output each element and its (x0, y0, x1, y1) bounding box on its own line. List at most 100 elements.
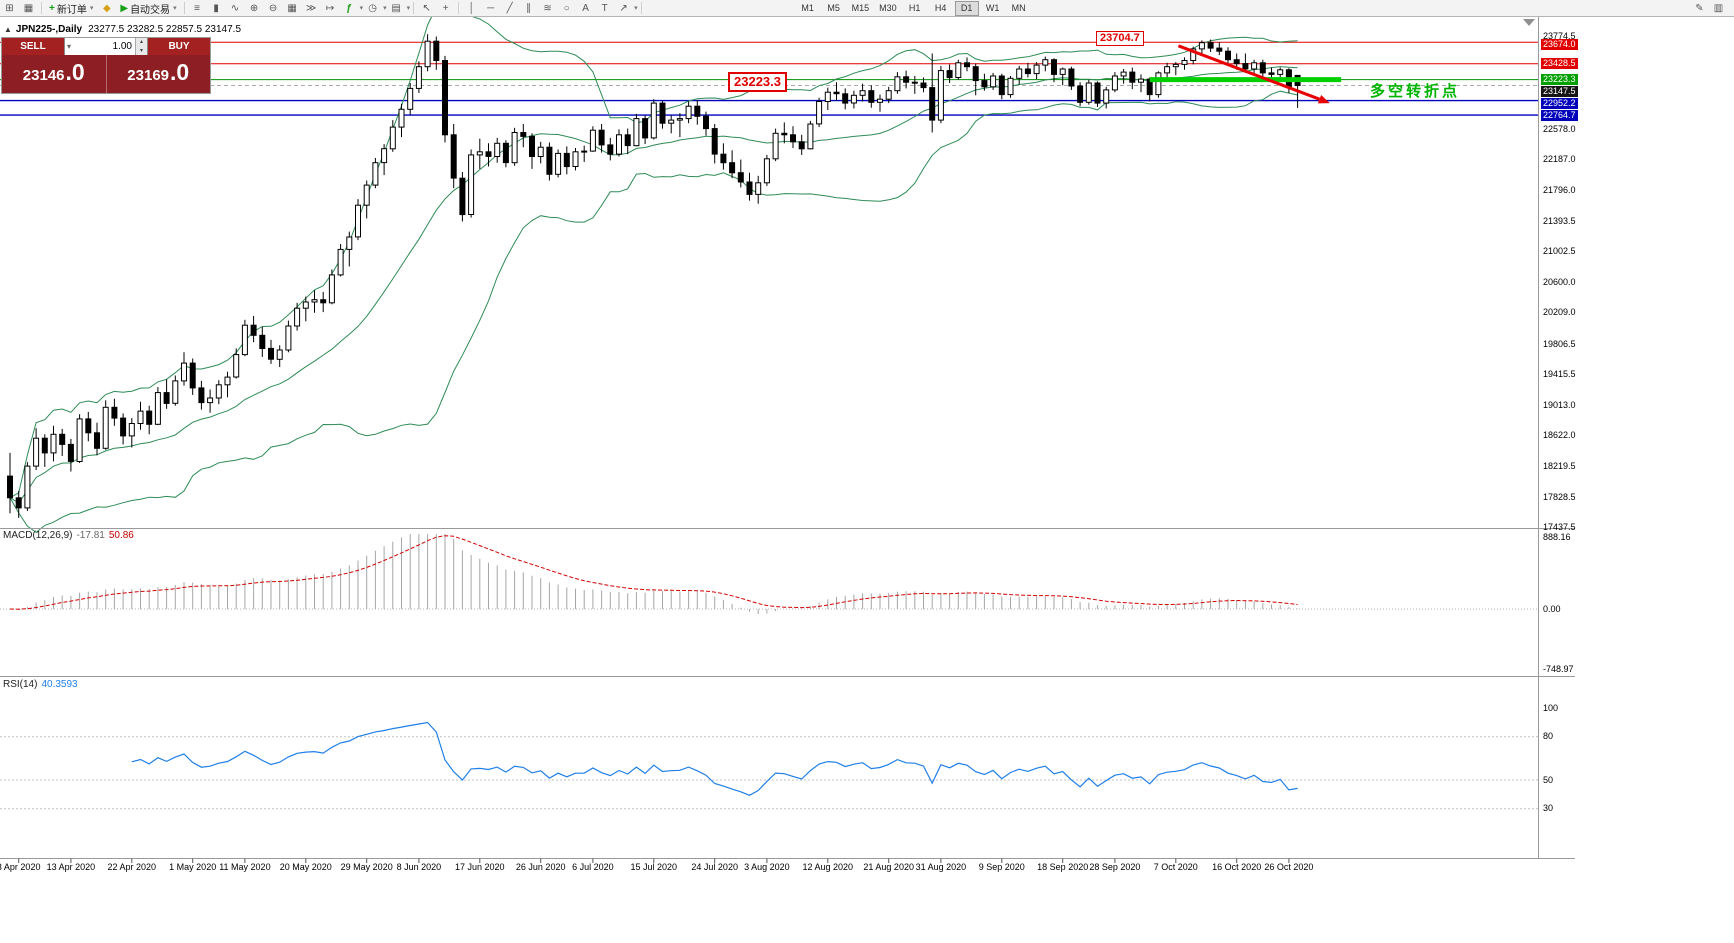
edit-toolbar-icon[interactable]: ✎ (1695, 2, 1704, 14)
script-icon[interactable]: ◆ (103, 2, 111, 14)
arrows-icon[interactable]: ↗ (619, 2, 628, 14)
price-axis[interactable]: 23774.5 23674.0 23428.5 23223.3 23147.5 22952… (1541, 0, 1578, 880)
templates-icon[interactable]: ▤ (391, 2, 401, 14)
vertical-line-icon[interactable]: │ (468, 2, 475, 14)
time-axis-label: 18 Sep 2020 (1037, 862, 1089, 872)
autotrade-button-icon: ▶ (120, 2, 129, 14)
sell-button[interactable]: SELL (2, 38, 64, 55)
tile-windows-icon[interactable]: ▦ (287, 2, 297, 14)
time-axis-label: 7 Oct 2020 (1153, 862, 1198, 872)
zoom-out-icon[interactable]: ⊖ (268, 2, 278, 14)
price-axis-label: 22187.0 (1543, 154, 1576, 165)
time-axis[interactable]: 3 Apr 2020 13 Apr 2020 22 Apr 2020 1 May 20… (0, 860, 1575, 876)
panel-separators[interactable] (0, 16, 1575, 859)
price-axis-label: 20209.0 (1543, 307, 1576, 318)
time-axis-label: 29 May 2020 (340, 862, 393, 872)
time-axis-label: 20 May 2020 (279, 862, 332, 872)
buy-button[interactable]: BUY (148, 38, 210, 55)
macd-signal-value: 50.86 (108, 530, 134, 541)
auto-scroll-icon[interactable]: ≫ (305, 2, 317, 14)
buy-price[interactable]: 23169.0 (107, 55, 211, 93)
volume-step-down-icon[interactable]: ▾ (136, 46, 147, 55)
fibonacci-icon[interactable]: ≋ (543, 2, 552, 14)
crosshair-icon[interactable]: + (442, 2, 449, 14)
price-axis-label: 18622.0 (1543, 430, 1576, 441)
new-order-button[interactable]: + 新订单 ▾ (45, 1, 97, 16)
price-axis-label: 21393.5 (1543, 215, 1576, 226)
dropdown-caret-icon[interactable]: ▾ (89, 5, 94, 12)
zoom-in-icon[interactable]: ⊕ (249, 2, 259, 14)
sell-price-frac: .0 (65, 59, 85, 85)
bars-chart-icon[interactable]: ≡ (194, 2, 200, 14)
periods-icon[interactable]: ◷ (368, 2, 377, 14)
volume-caret-icon[interactable]: ▾ (67, 42, 72, 51)
chart-shift-marker[interactable] (1523, 19, 1535, 26)
one-click-trade-panel: SELL ▾ 1.00 ▴ ▾ BUY 23146.0 23169.0 (2, 38, 210, 93)
macd-axis-label: 0.00 (1543, 603, 1561, 614)
one-click-toggle-icon[interactable]: ▲ (4, 25, 12, 34)
rsi-indicator-label: RSI(14) 40.3593 (3, 679, 78, 690)
indicators-icon[interactable]: ƒ (346, 2, 352, 14)
text-icon[interactable]: A (582, 2, 589, 14)
horizontal-line-icon[interactable]: ─ (487, 2, 495, 14)
timeframe-h1[interactable]: H1 (908, 2, 921, 13)
text-label-icon[interactable]: T (601, 2, 608, 14)
time-axis-label: 26 Jun 2020 (515, 862, 566, 872)
timeframe-h4[interactable]: H4 (934, 2, 947, 13)
volume-value[interactable]: 1.00 (112, 41, 132, 52)
time-axis-label: 9 Sep 2020 (978, 862, 1025, 872)
timeframe-m1[interactable]: M1 (801, 2, 814, 13)
new-chart-icon[interactable]: ⊞ (5, 2, 14, 14)
dropdown-caret-icon[interactable]: ▾ (406, 5, 411, 12)
time-axis-label: 31 Aug 2020 (915, 862, 967, 872)
chart-shift-icon[interactable]: ↦ (325, 2, 335, 14)
cursor-icon[interactable]: ↖ (422, 2, 431, 14)
window-menu-icon[interactable]: ▥ (1713, 2, 1724, 14)
time-axis-label: 3 Apr 2020 (0, 862, 41, 872)
dropdown-caret-icon[interactable]: ▾ (634, 5, 638, 12)
autotrade-button-label: 自动交易 (130, 4, 171, 16)
resistance-price-label[interactable]: 23704.7 (1096, 31, 1144, 46)
trendline-icon[interactable]: ╱ (506, 2, 513, 14)
candlestick-chart-icon[interactable]: ▮ (213, 2, 219, 14)
timeframe-m15[interactable]: M15 (851, 2, 870, 13)
chart-ohlc-values: 23277.5 23282.5 22857.5 23147.5 (88, 24, 242, 35)
dropdown-caret-icon[interactable]: ▾ (383, 5, 387, 12)
toolbar-right-icons: ✎ ▥ (1690, 2, 1728, 15)
time-axis-ticks (18, 858, 1290, 863)
price-axis-label: 22952.2 (1541, 98, 1578, 110)
toolbar: ⊞ ▦ + 新订单 ▾ ◆ ▶ 自动交易 ▾ ≡ ▮ ∿ ⊕ ⊖ ▦ ≫ ↦ ƒ ▾ ◷ ▾ ▤ ▾ ↖ + │ ─ ╱ ∥ ≋ ○ A T ↗ ▾… (0, 0, 1734, 17)
timeframe-w1[interactable]: W1 (985, 2, 1000, 13)
dropdown-caret-icon[interactable]: ▾ (173, 5, 177, 12)
timeframe-d1[interactable]: D1 (954, 0, 979, 16)
time-axis-label: 11 May 2020 (219, 862, 271, 872)
pivot-price-label[interactable]: 23223.3 (728, 72, 787, 92)
timeframe-m30[interactable]: M30 (879, 2, 897, 13)
volume-stepper[interactable]: ▴ ▾ (135, 38, 147, 55)
time-axis-label: 26 Oct 2020 (1264, 862, 1314, 872)
channel-icon[interactable]: ∥ (526, 2, 532, 14)
price-axis-label: 23147.5 (1541, 86, 1578, 97)
volume-input[interactable]: ▾ 1.00 ▴ ▾ (64, 38, 148, 55)
rsi-value: 40.3593 (41, 679, 78, 690)
price-axis-label: 17437.5 (1543, 521, 1576, 532)
time-axis-label: 3 Aug 2020 (744, 862, 790, 872)
macd-axis-label: 888.16 (1543, 531, 1571, 542)
price-axis-label: 19806.5 (1543, 338, 1576, 349)
profiles-icon[interactable]: ▦ (23, 2, 34, 14)
time-axis-label: 21 Aug 2020 (863, 862, 914, 872)
timeframe-mn[interactable]: MN (1011, 2, 1026, 13)
time-axis-label: 17 Jun 2020 (455, 862, 505, 872)
dropdown-caret-icon[interactable]: ▾ (359, 5, 364, 12)
time-axis-label: 8 Jun 2020 (396, 862, 442, 872)
timeframe-m5[interactable]: M5 (827, 2, 840, 13)
chart-title: ▲ JPN225-,Daily 23277.5 23282.5 22857.5 23… (4, 24, 241, 35)
rsi-axis-label: 80 (1543, 731, 1554, 742)
autotrade-button[interactable]: ▶ 自动交易 ▾ (116, 1, 180, 16)
chart-canvas[interactable] (0, 0, 1575, 880)
volume-step-up-icon[interactable]: ▴ (136, 38, 147, 47)
shapes-icon[interactable]: ○ (563, 2, 570, 14)
trend-arrow[interactable] (1177, 44, 1330, 104)
line-chart-icon[interactable]: ∿ (230, 2, 240, 14)
sell-price[interactable]: 23146.0 (2, 55, 106, 93)
